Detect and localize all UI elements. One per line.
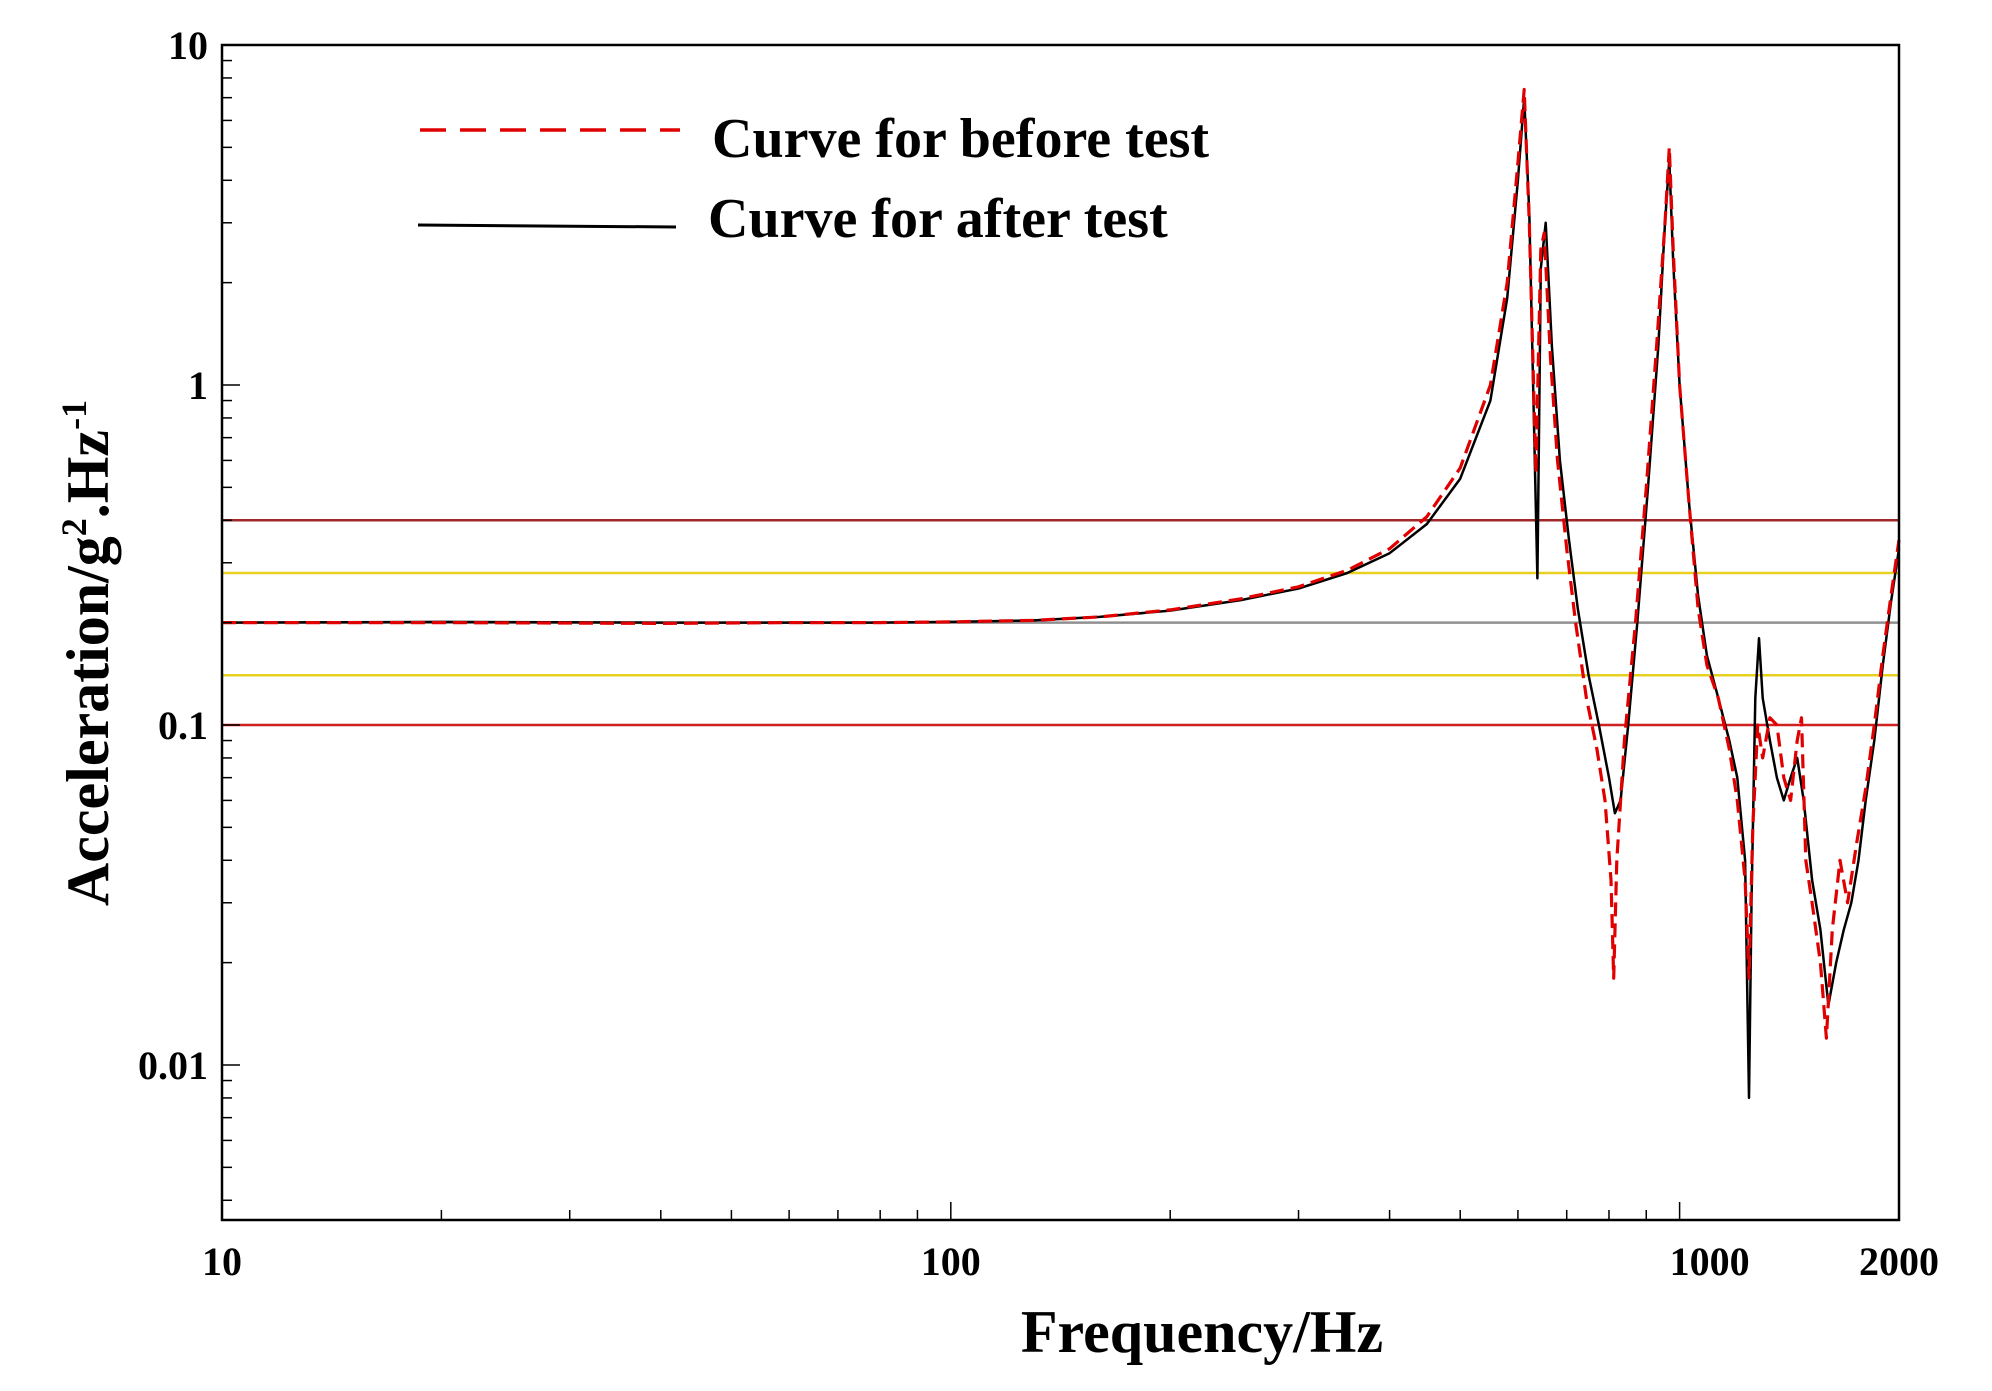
series-line-before-test: [222, 87, 1901, 1040]
axis-ticks: 10 100 1000 2000 10 1 0.1 0.01: [138, 23, 1939, 1284]
series-layer: [221, 87, 1901, 1100]
x-tick-label: 2000: [1859, 1239, 1939, 1284]
x-axis-title: Frequency/Hz: [1021, 1299, 1383, 1365]
legend: Curve for before test Curve for after te…: [417, 108, 1209, 250]
y-axis-title: Acceleration/g2.Hz-1: [54, 400, 121, 906]
x-tick-label: 100: [921, 1239, 981, 1284]
x-tick-label: 10: [202, 1239, 242, 1284]
series-line-after-test: [221, 96, 1901, 1100]
legend-line-after-test: [417, 223, 677, 229]
y-axis-title-main: Acceleration/g: [55, 536, 121, 906]
y-tick-label: 1: [188, 363, 208, 408]
y-axis-title-superscript-2: 2: [54, 518, 94, 536]
legend-label-after-test: Curve for after test: [708, 188, 1168, 250]
y-axis-title-superscript-minus-1: -1: [54, 400, 94, 430]
y-tick-label: 0.1: [158, 703, 208, 748]
y-tick-label: 0.01: [138, 1043, 208, 1088]
y-tick-label: 10: [168, 23, 208, 68]
plot-frame: [220, 43, 1901, 1222]
y-axis-title-unit: .Hz: [55, 430, 121, 518]
x-tick-label: 1000: [1670, 1239, 1750, 1284]
legend-label-before-test: Curve for before test: [712, 108, 1209, 170]
